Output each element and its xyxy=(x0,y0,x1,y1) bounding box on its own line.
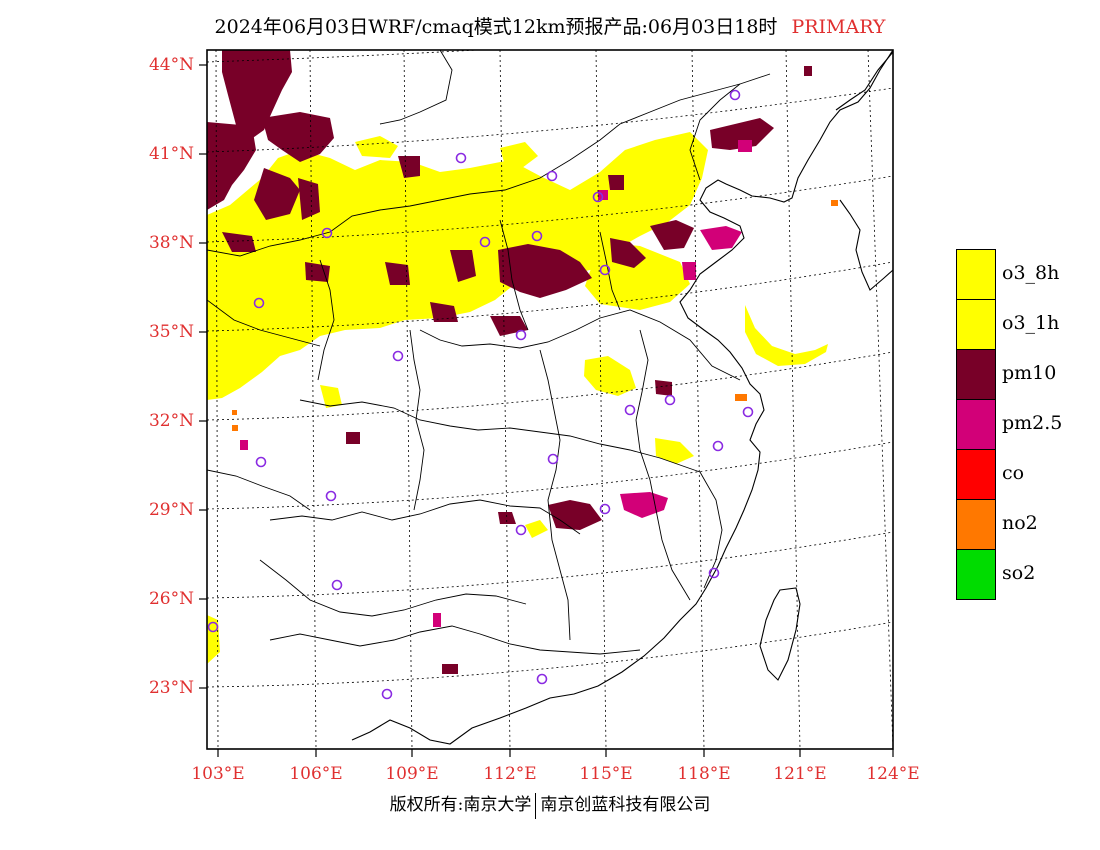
lon-label-121e: 121°E xyxy=(773,764,827,784)
lon-label-106e: 106°E xyxy=(289,764,343,784)
lon-label-109e: 109°E xyxy=(385,764,439,784)
lat-label-44n: 44°N xyxy=(148,55,194,75)
station-marker xyxy=(515,524,527,536)
station-marker xyxy=(624,404,636,416)
station-marker xyxy=(599,503,611,515)
legend-label: o3_1h xyxy=(1002,312,1060,334)
station-marker xyxy=(708,567,720,579)
legend-swatch xyxy=(956,299,996,350)
map-title: 2024年06月03日WRF/cmaq模式12km预报产品:06月03日18时 P… xyxy=(0,12,1100,39)
station-marker xyxy=(381,688,393,700)
graticule xyxy=(207,50,893,749)
station-marker xyxy=(729,89,741,101)
station-marker xyxy=(592,191,604,203)
legend-swatch xyxy=(956,499,996,550)
lat-label-32n: 32°N xyxy=(148,411,194,431)
station-marker xyxy=(325,490,337,502)
station-marker xyxy=(207,621,219,633)
copyright-left: 版权所有:南京大学 xyxy=(389,795,532,815)
lat-label-41n: 41°N xyxy=(148,144,194,164)
station-marker xyxy=(515,329,527,341)
station-marker xyxy=(742,406,754,418)
legend-label: o3_8h xyxy=(1002,262,1060,284)
legend-label: no2 xyxy=(1002,512,1038,534)
station-marker xyxy=(536,673,548,685)
legend-label: so2 xyxy=(1002,562,1036,584)
station-marker xyxy=(664,394,676,406)
station-marker xyxy=(479,236,491,248)
copyright-right: 南京创蓝科技有限公司 xyxy=(540,795,711,815)
legend-swatch xyxy=(956,549,996,600)
lat-label-38n: 38°N xyxy=(148,233,194,253)
station-marker xyxy=(331,579,343,591)
legend-swatch xyxy=(956,399,996,450)
station-marker xyxy=(547,453,559,465)
legend-label: pm10 xyxy=(1002,362,1057,384)
map-frame xyxy=(206,49,894,750)
station-marker xyxy=(253,297,265,309)
lat-label-35n: 35°N xyxy=(148,322,194,342)
station-marker xyxy=(712,440,724,452)
station-marker xyxy=(531,230,543,242)
province-borders xyxy=(207,50,771,655)
title-text: 2024年06月03日WRF/cmaq模式12km预报产品:06月03日18时 xyxy=(214,16,778,38)
lon-label-112e: 112°E xyxy=(483,764,537,784)
lon-label-118e: 118°E xyxy=(677,764,731,784)
legend-label: pm2.5 xyxy=(1002,412,1063,434)
station-markers xyxy=(207,89,754,700)
station-marker xyxy=(455,152,467,164)
legend-swatch xyxy=(956,349,996,400)
axis-ticks xyxy=(199,64,894,757)
lon-label-115e: 115°E xyxy=(579,764,633,784)
station-marker xyxy=(599,264,611,276)
pm10-area xyxy=(207,50,812,674)
copyright: 版权所有:南京大学 南京创蓝科技有限公司 xyxy=(0,790,1100,819)
station-marker xyxy=(546,170,558,182)
legend-swatch xyxy=(956,249,996,300)
lon-label-124e: 124°E xyxy=(866,764,920,784)
coastline xyxy=(351,50,893,745)
no2-area xyxy=(232,200,838,431)
copyright-divider xyxy=(535,792,537,819)
legend-swatch xyxy=(956,449,996,500)
legend-label: co xyxy=(1002,462,1025,484)
lat-label-29n: 29°N xyxy=(148,500,194,520)
lat-label-26n: 26°N xyxy=(148,589,194,609)
station-marker xyxy=(321,227,333,239)
lon-label-103e: 103°E xyxy=(191,764,245,784)
station-marker xyxy=(392,350,404,362)
station-marker xyxy=(255,456,267,468)
lat-label-23n: 23°N xyxy=(148,678,194,698)
title-subtitle: PRIMARY xyxy=(791,16,886,38)
